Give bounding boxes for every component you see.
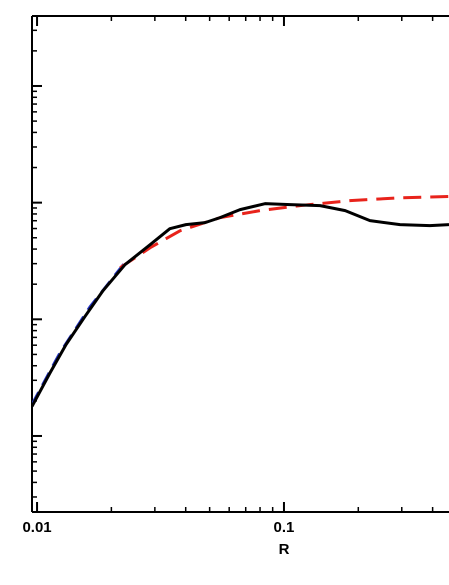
x-tick-label: 0.01 xyxy=(22,519,51,536)
series-line xyxy=(119,194,449,269)
series-line xyxy=(32,202,449,408)
x-axis-label: R xyxy=(279,541,290,558)
x-tick-label: 0.1 xyxy=(274,519,295,536)
